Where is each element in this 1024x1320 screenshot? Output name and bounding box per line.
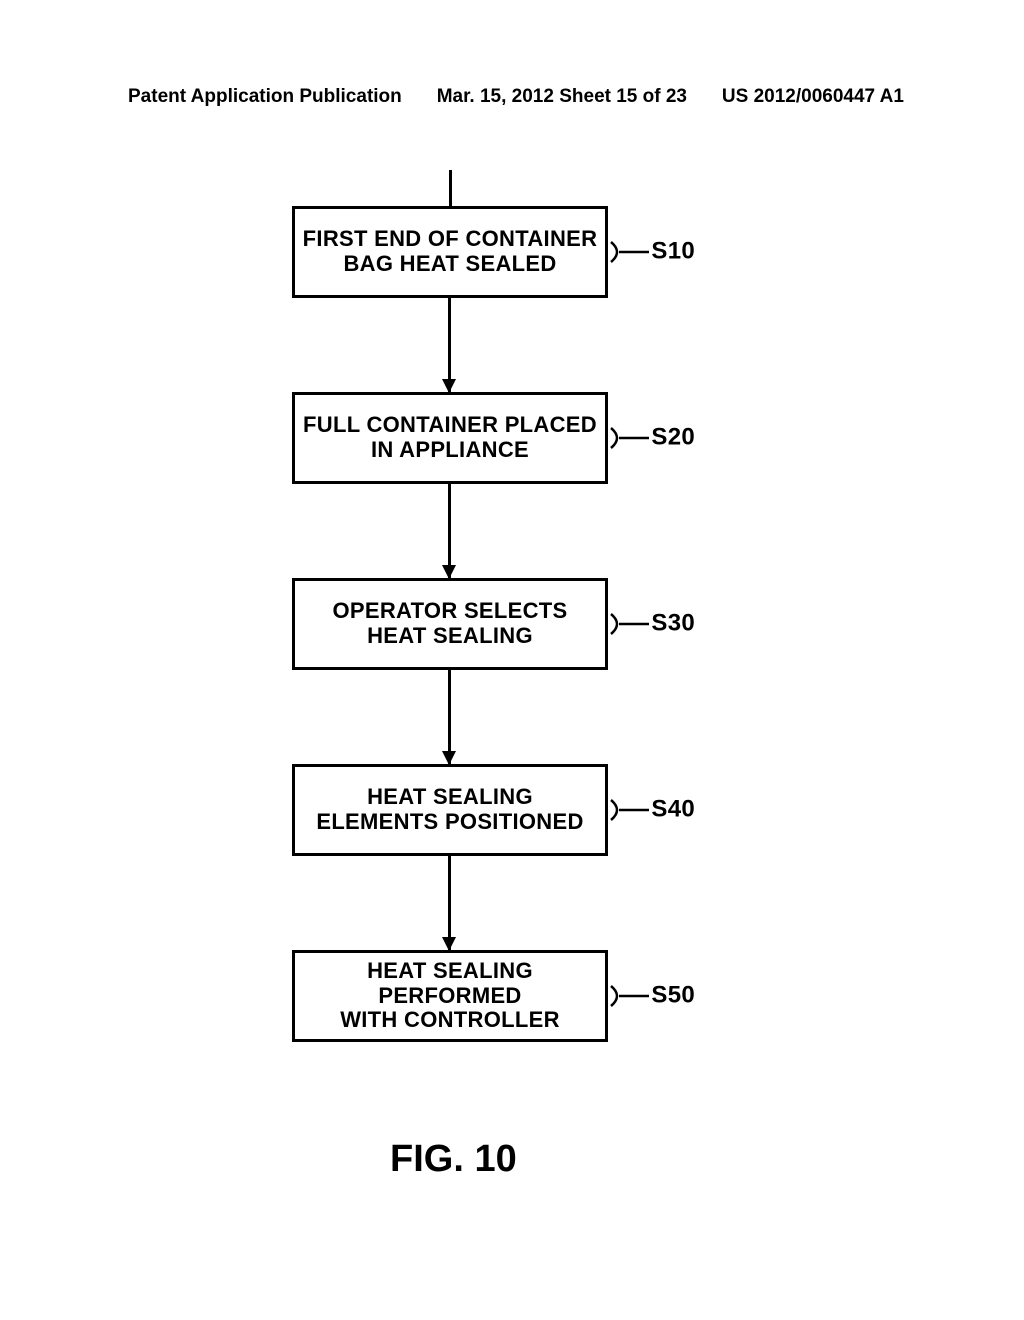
arrow-line [448, 670, 451, 764]
step-box-2: FULL CONTAINER PLACEDIN APPLIANCE S20 [292, 392, 608, 484]
header-left: Patent Application Publication [128, 86, 402, 108]
entry-connector [449, 170, 452, 206]
step-text: FIRST END OF CONTAINERBAG HEAT SEALED [303, 227, 598, 276]
label-connector-curve [609, 232, 649, 272]
step-text: FULL CONTAINER PLACEDIN APPLIANCE [303, 413, 597, 462]
step-label: S30 [651, 611, 695, 638]
figure-caption: FIG. 10 [390, 1138, 517, 1181]
label-connector-curve [609, 976, 649, 1016]
step-label: S40 [651, 797, 695, 824]
header-center: Mar. 15, 2012 Sheet 15 of 23 [437, 86, 687, 108]
arrow-line [448, 484, 451, 578]
step-box-5: HEAT SEALING PERFORMEDWITH CONTROLLER S5… [292, 950, 608, 1042]
step-box-3: OPERATOR SELECTSHEAT SEALING S30 [292, 578, 608, 670]
arrow-connector [448, 298, 452, 392]
page-header: Patent Application Publication Mar. 15, … [0, 86, 1024, 108]
step-label: S10 [651, 239, 695, 266]
header-right: US 2012/0060447 A1 [722, 86, 904, 108]
arrow-line [448, 856, 451, 950]
arrow-connector [448, 670, 452, 764]
label-connector-curve [609, 418, 649, 458]
arrow-head-icon [442, 379, 456, 393]
step-box-1: FIRST END OF CONTAINERBAG HEAT SEALED S1… [292, 206, 608, 298]
arrow-connector [448, 484, 452, 578]
arrow-head-icon [442, 937, 456, 951]
step-text: HEAT SEALINGELEMENTS POSITIONED [316, 785, 583, 834]
step-text: OPERATOR SELECTSHEAT SEALING [332, 599, 567, 648]
step-label: S50 [651, 983, 695, 1010]
step-box-4: HEAT SEALINGELEMENTS POSITIONED S40 [292, 764, 608, 856]
label-connector-curve [609, 790, 649, 830]
step-label: S20 [651, 425, 695, 452]
label-connector-curve [609, 604, 649, 644]
arrow-connector [448, 856, 452, 950]
arrow-head-icon [442, 751, 456, 765]
step-text: HEAT SEALING PERFORMEDWITH CONTROLLER [295, 959, 605, 1033]
arrow-line [448, 298, 451, 392]
arrow-head-icon [442, 565, 456, 579]
flowchart-container: FIRST END OF CONTAINERBAG HEAT SEALED S1… [262, 170, 762, 1042]
